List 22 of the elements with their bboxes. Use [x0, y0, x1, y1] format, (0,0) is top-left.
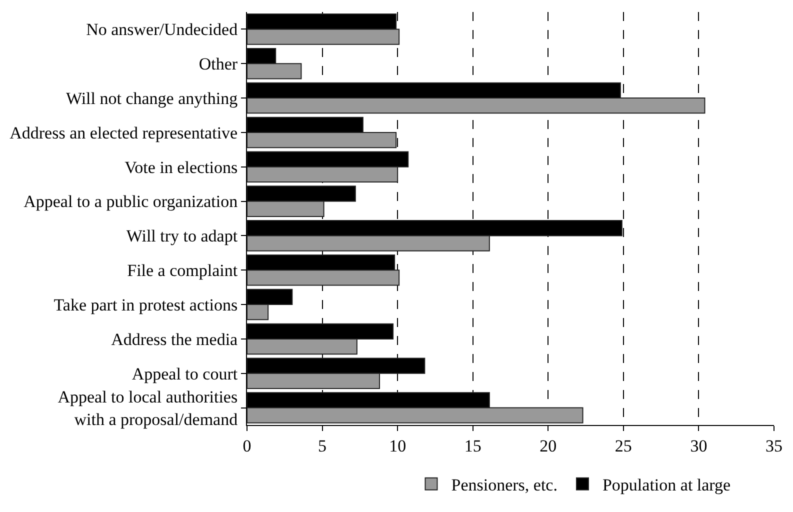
y-tick-label: Will not change anything: [66, 88, 238, 108]
y-tick-label: Appeal to local authorities with a proposal/demand: [58, 388, 238, 429]
y-tick-label: Other: [198, 54, 238, 74]
x-tick-label: 0: [242, 436, 252, 456]
x-tick-label: 30: [690, 436, 708, 456]
legend-label: Population at large: [602, 475, 731, 494]
legend-label: Pensioners, etc.: [451, 475, 558, 494]
y-tick-label: Appeal to court: [132, 364, 238, 384]
x-tick-label: 25: [614, 436, 632, 456]
x-tick-label: 10: [389, 436, 406, 456]
y-tick-label: No answer/Undecided: [86, 20, 238, 40]
x-tick-label: 35: [766, 436, 782, 456]
x-tick-label: 15: [464, 436, 482, 456]
x-tick-label: 20: [540, 436, 557, 456]
y-tick-label: Address an elected representative: [10, 123, 238, 142]
x-tick-label: 5: [318, 436, 327, 456]
y-tick-label: Appeal to a public organization: [24, 192, 238, 212]
y-tick-label: Vote in elections: [124, 158, 238, 177]
y-tick-label: Take part in protest actions: [54, 295, 238, 314]
y-tick-label: File a complaint: [127, 261, 238, 280]
y-tick-label: Will try to adapt: [126, 226, 238, 246]
y-tick-label: Address the media: [111, 330, 238, 349]
